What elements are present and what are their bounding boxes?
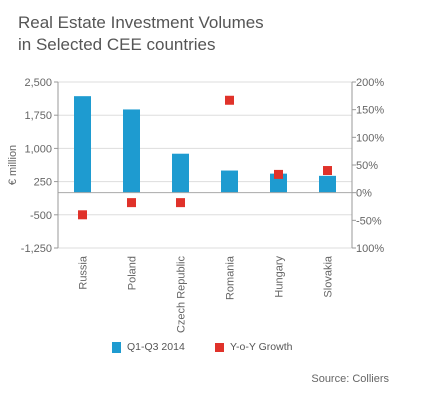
- legend-item-growth: Y-o-Y Growth: [215, 341, 292, 353]
- grid-layer: [58, 81, 352, 249]
- chart-title: Real Estate Investment Volumes in Select…: [18, 12, 398, 56]
- left-tick-label-1: -500: [30, 210, 52, 222]
- legend-label-growth: Y-o-Y Growth: [230, 341, 293, 353]
- bar-layer: [74, 96, 336, 193]
- right-tick-label-5: 150%: [356, 105, 384, 117]
- bar-russia: [74, 96, 91, 193]
- category-label-czech-republic: Czech Republic: [176, 256, 188, 334]
- bar-romania: [221, 170, 238, 193]
- left-tick-label-3: 1,000: [24, 143, 52, 155]
- right-tick-label-4: 100%: [356, 132, 384, 144]
- growth-point-czech-republic: [176, 198, 185, 208]
- chart-title-line2: in Selected CEE countries: [18, 35, 216, 54]
- legend-item-bars: Q1-Q3 2014: [112, 341, 185, 353]
- left-tick-label-2: 250: [34, 177, 52, 189]
- chart-title-line1: Real Estate Investment Volumes: [18, 13, 264, 32]
- growth-point-poland: [127, 198, 136, 208]
- right-tick-label-0: 100%: [356, 243, 384, 255]
- y-axis-title: € million: [7, 145, 19, 185]
- legend-label-bars: Q1-Q3 2014: [127, 341, 185, 353]
- category-label-romania: Romania: [225, 255, 237, 300]
- legend-swatch-bars: [112, 341, 121, 353]
- left-tick-label-5: 2,500: [24, 77, 52, 89]
- right-tick-label-6: 200%: [356, 77, 384, 89]
- axis-layer: -1,250 -500 250 1,000 1,750 2,500 100% -50% 0% 50…: [7, 77, 384, 333]
- growth-point-russia: [78, 210, 87, 220]
- right-tick-label-3: 50%: [356, 160, 378, 172]
- right-tick-label-2: 0%: [356, 188, 372, 200]
- category-label-hungary: Hungary: [274, 256, 286, 298]
- category-label-slovakia: Slovakia: [323, 255, 335, 297]
- bar-slovakia: [319, 175, 336, 193]
- growth-point-romania: [225, 95, 234, 105]
- bar-poland: [123, 109, 140, 193]
- bar-czech-republic: [172, 153, 189, 193]
- category-label-poland: Poland: [127, 256, 139, 290]
- growth-point-slovakia: [323, 166, 332, 176]
- legend-swatch-growth: [215, 342, 224, 352]
- left-tick-label-0: -1,250: [21, 243, 52, 255]
- growth-point-hungary: [274, 169, 283, 179]
- left-tick-label-4: 1,750: [24, 110, 52, 122]
- source-note: Source: Colliers: [311, 373, 389, 385]
- category-label-russia: Russia: [78, 255, 90, 290]
- right-tick-label-1: -50%: [356, 215, 382, 227]
- point-layer: [78, 95, 332, 220]
